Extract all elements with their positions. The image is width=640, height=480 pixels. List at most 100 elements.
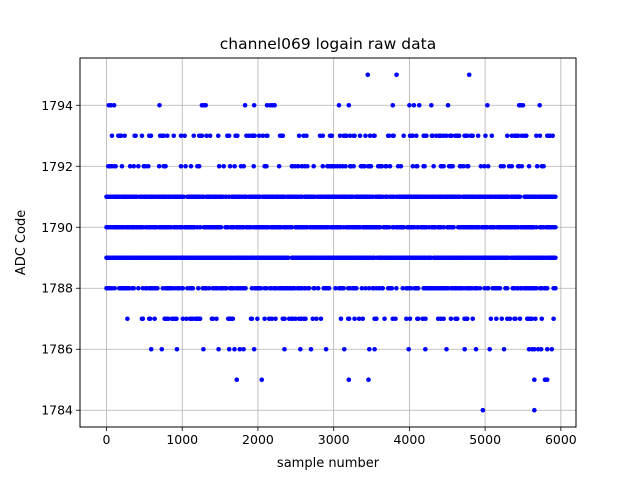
data-point [534, 224, 539, 230]
data-point [329, 133, 335, 139]
data-point [197, 316, 203, 322]
data-point [499, 316, 505, 322]
data-point [456, 133, 462, 139]
data-point [515, 133, 521, 139]
data-point [504, 133, 510, 139]
data-point [109, 133, 115, 139]
data-point [127, 163, 133, 169]
data-point [379, 163, 385, 169]
data-point [241, 163, 247, 169]
data-point [534, 133, 539, 139]
data-point [553, 224, 558, 230]
data-point [235, 133, 240, 139]
x-tick-label: 0 [103, 432, 111, 447]
x-tick-label: 4000 [393, 432, 425, 447]
data-point [252, 133, 257, 139]
data-point [131, 163, 137, 169]
data-point [310, 316, 316, 322]
data-point [544, 377, 550, 383]
data-point [478, 163, 484, 169]
data-point [264, 163, 269, 169]
data-point [312, 285, 317, 291]
data-point [174, 346, 180, 352]
data-point [326, 285, 332, 291]
data-point [336, 102, 342, 108]
data-point [393, 316, 398, 322]
data-point [146, 163, 151, 169]
data-point [477, 285, 483, 291]
data-point [157, 102, 162, 108]
x-axis-label: sample number [277, 456, 380, 471]
y-tick-label: 1792 [41, 159, 73, 174]
data-point [519, 163, 525, 169]
data-point [406, 346, 411, 352]
y-tick-label: 1784 [41, 403, 73, 418]
data-point [513, 316, 518, 322]
data-point [431, 163, 436, 169]
data-point [537, 102, 542, 108]
data-point [430, 133, 436, 139]
data-point [544, 285, 550, 291]
data-point [362, 163, 367, 169]
data-point [314, 316, 319, 322]
data-point [226, 346, 232, 352]
data-point [255, 316, 260, 322]
data-point [424, 133, 429, 139]
data-point [494, 316, 499, 322]
data-point [346, 377, 352, 383]
data-point [354, 285, 359, 291]
data-point [359, 285, 365, 291]
data-point [473, 346, 479, 352]
data-point [454, 316, 460, 322]
data-point [259, 377, 265, 383]
data-point [544, 346, 550, 352]
data-point [276, 163, 282, 169]
data-point [464, 316, 470, 322]
data-point [356, 316, 362, 322]
data-point [553, 194, 558, 200]
data-point [295, 163, 301, 169]
data-point [537, 133, 543, 139]
data-point [333, 285, 338, 291]
data-point [125, 316, 130, 322]
data-point [377, 224, 383, 230]
data-point [549, 346, 555, 352]
data-point [416, 102, 422, 108]
data-point [347, 133, 353, 139]
data-point [304, 133, 309, 139]
data-point [199, 133, 205, 139]
data-point [343, 163, 348, 169]
data-point [282, 346, 287, 352]
data-point [517, 316, 523, 322]
data-point [485, 102, 490, 108]
data-point [415, 285, 421, 291]
data-point [163, 163, 168, 169]
data-point [148, 133, 154, 139]
plot-frame [79, 57, 577, 428]
data-point [352, 133, 357, 139]
data-point [380, 285, 386, 291]
data-point [501, 346, 507, 352]
data-point [394, 285, 399, 291]
x-tick-label: 6000 [545, 432, 577, 447]
data-point [242, 102, 248, 108]
data-point [366, 377, 371, 383]
data-point [152, 316, 157, 322]
data-point [308, 346, 314, 352]
data-point [390, 102, 396, 108]
data-point [344, 133, 349, 139]
data-point [368, 163, 374, 169]
data-point [196, 163, 202, 169]
y-tick-label: 1790 [41, 220, 73, 235]
data-point [466, 72, 472, 78]
data-point [449, 133, 455, 139]
data-point [305, 163, 310, 169]
data-point [415, 316, 421, 322]
data-point [133, 133, 138, 139]
data-point [181, 194, 187, 200]
data-point [131, 285, 137, 291]
data-point [272, 102, 277, 108]
data-point [122, 133, 127, 139]
data-point [363, 285, 368, 291]
data-point [221, 163, 227, 169]
